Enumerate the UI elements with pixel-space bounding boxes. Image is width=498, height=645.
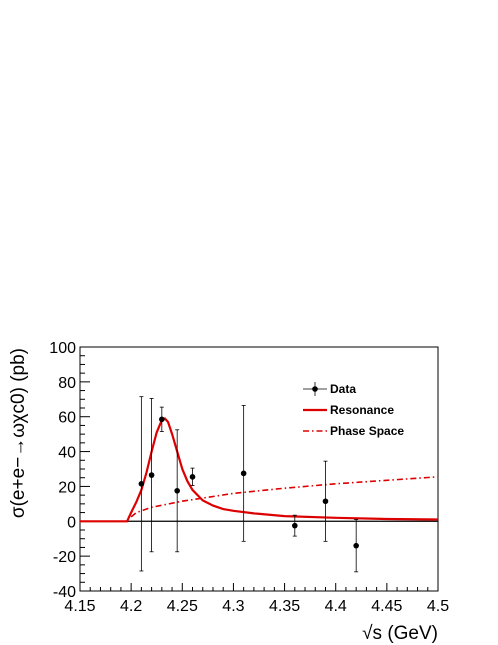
x-tick-label: 4.5 [427, 598, 449, 615]
y-tick-label: -40 [53, 584, 76, 601]
data-point [138, 481, 145, 487]
y-axis-title: σ(e+e−→ωχc0) (pb) [8, 348, 29, 518]
x-tick-label: 4.4 [325, 598, 347, 615]
axis-ticks [79, 346, 439, 592]
y-tick-label: 40 [58, 445, 76, 462]
legend-label: Resonance [330, 403, 394, 417]
data-point [148, 472, 155, 478]
legend: Data Resonance Phase Space [303, 382, 404, 438]
axis-tick-labels: 4.15 4.2 4.25 4.3 4.35 4.4 4.45 4.5 -40 -20 0 20 40 6… [49, 340, 449, 615]
data-point [240, 470, 247, 477]
x-tick-label: 4.25 [167, 598, 198, 615]
data-point [292, 522, 298, 529]
legend-label: Phase Space [330, 424, 404, 438]
data-points [138, 396, 359, 573]
x-tick-label: 4.35 [269, 598, 300, 615]
y-tick-label: 0 [67, 514, 76, 531]
y-tick-label: 20 [58, 479, 76, 496]
data-point [322, 498, 329, 505]
y-tick-label: -20 [53, 549, 76, 566]
data-point [174, 487, 180, 494]
legend-label: Data [330, 382, 356, 396]
data-point [353, 542, 359, 549]
x-tick-label: 4.45 [371, 598, 402, 615]
x-axis-title: √s (GeV) [362, 623, 438, 644]
plot-frame [79, 346, 439, 592]
x-tick-label: 4.15 [64, 598, 95, 615]
data-point [159, 416, 165, 423]
legend-data-marker [312, 386, 318, 392]
y-tick-label: 80 [58, 375, 76, 392]
y-tick-label: 100 [49, 340, 76, 357]
y-tick-label: 60 [58, 410, 76, 427]
x-tick-label: 4.3 [222, 598, 244, 615]
x-tick-label: 4.2 [120, 598, 142, 615]
data-point [189, 474, 196, 480]
